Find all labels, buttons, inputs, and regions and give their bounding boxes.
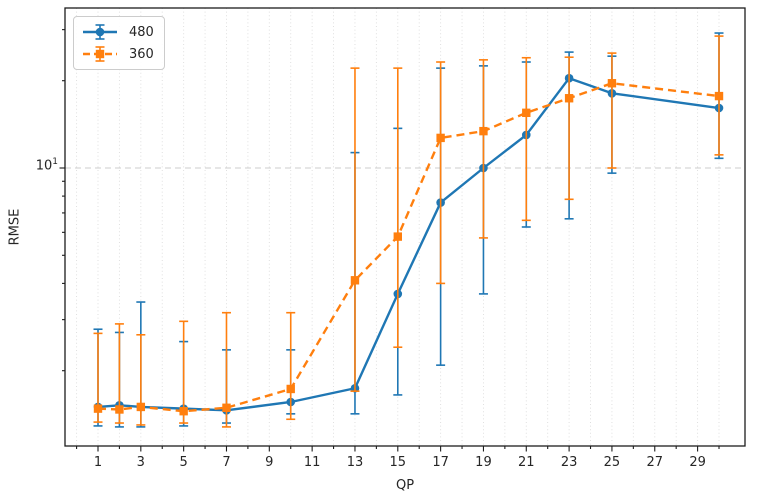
legend-label-480: 480 <box>129 24 154 40</box>
marker-360-qp15 <box>393 232 402 241</box>
marker-360-qp3 <box>136 402 146 412</box>
legend-label-360: 360 <box>129 46 154 62</box>
series-line-480 <box>97 77 720 412</box>
marker-360-qp7 <box>222 403 231 412</box>
x-tick-label-29: 29 <box>689 455 706 470</box>
marker-360-qp1 <box>93 404 103 413</box>
marker-360-qp2 <box>115 405 124 414</box>
x-tick-label-1: 1 <box>94 455 102 470</box>
legend-glyph-360-errorbar-icon <box>83 46 117 62</box>
x-tick-label-21: 21 <box>518 455 535 470</box>
x-tick-label-3: 3 <box>137 455 145 470</box>
marker-360-qp10 <box>286 384 295 394</box>
marker-360-qp19 <box>479 126 488 136</box>
x-tick-label-13: 13 <box>347 455 364 470</box>
x-axis-label: QP <box>395 478 415 493</box>
legend-item-480: 480 <box>81 21 154 43</box>
marker-360-qp5 <box>179 407 188 416</box>
y-axis-label: RMSE <box>7 208 23 246</box>
x-tick-label-23: 23 <box>561 455 578 470</box>
x-tick-label-9: 9 <box>265 455 273 470</box>
marker-360-qp25 <box>607 79 617 88</box>
legend-glyph-480-errorbar-icon <box>83 24 117 40</box>
x-tick-label-25: 25 <box>604 455 621 470</box>
marker-360-qp13 <box>350 276 360 285</box>
marker-360-qp17 <box>436 133 445 143</box>
x-tick-label-5: 5 <box>180 455 188 470</box>
x-tick-label-11: 11 <box>304 455 321 470</box>
legend-item-360: 360 <box>81 43 154 65</box>
legend: 480 360 <box>73 16 165 70</box>
marker-360-qp23 <box>564 94 574 103</box>
x-tick-label-17: 17 <box>432 455 449 470</box>
x-tick-label-7: 7 <box>222 455 230 470</box>
y-tick-label-10: 101 <box>35 157 58 174</box>
x-tick-label-27: 27 <box>646 455 663 470</box>
x-tick-label-19: 19 <box>475 455 492 470</box>
marker-360-qp21 <box>522 108 531 118</box>
marker-360-qp30 <box>714 91 724 101</box>
series-line-360 <box>97 82 720 413</box>
plot-border <box>64 7 746 447</box>
x-tick-label-15: 15 <box>390 455 407 470</box>
